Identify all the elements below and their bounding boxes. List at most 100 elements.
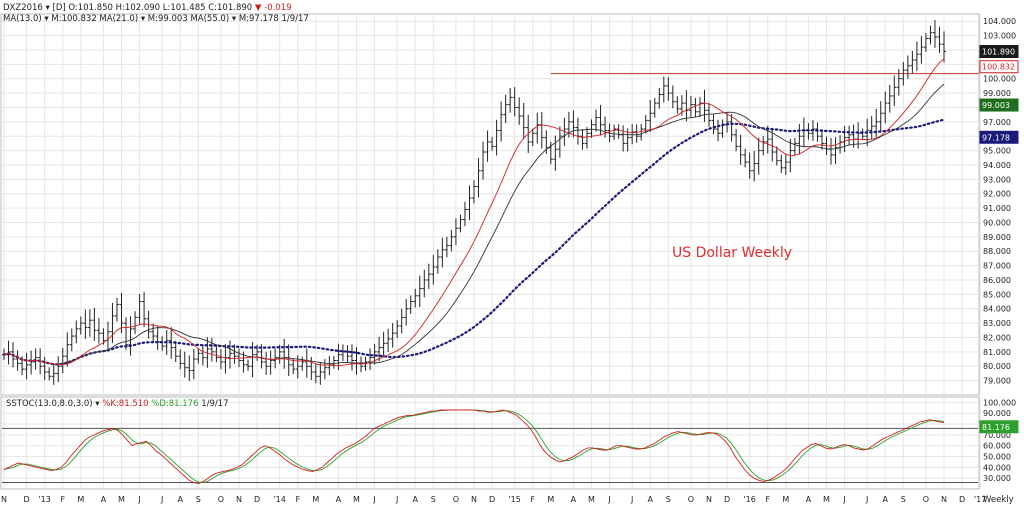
ohlc-bar: [508, 87, 513, 113]
ohlc-bar: [652, 98, 657, 118]
ohlc-bar: [462, 201, 467, 227]
ohlc-bar: [797, 124, 802, 154]
price-tick-label: 85.000: [983, 290, 1011, 299]
header-line-1: DXZ2016 ▾ [D] O:101.850 H:102.090 L:101.…: [3, 3, 292, 13]
price-tick-label: 88.000: [983, 247, 1011, 256]
x-tick-label: D: [254, 495, 260, 504]
change-value: -0.019: [264, 3, 291, 13]
x-tick-label: '16: [743, 495, 755, 504]
ohlc-bar: [716, 119, 721, 142]
ma13-badge-text: 100.832: [982, 63, 1015, 72]
ohlc-bar: [395, 320, 400, 339]
ohlc-bar: [264, 351, 269, 375]
ohlc-bar: [594, 109, 599, 132]
ohlc-bar: [761, 136, 766, 156]
stoch-k-line: [3, 409, 945, 485]
x-tick-label: A: [101, 495, 107, 504]
ohlc-bar: [196, 348, 201, 364]
price-gridlines: [2, 14, 981, 395]
ohlc-bar: [928, 25, 933, 45]
x-tick-label: '15: [508, 495, 520, 504]
ohlc-bar: [124, 317, 129, 350]
price-tick-label: 95.000: [983, 147, 1011, 156]
ohlc-bar: [612, 124, 617, 141]
ohlc-bar: [571, 110, 576, 138]
stoch-tick-label: 70.000: [983, 431, 1011, 440]
x-tick-label: '17: [974, 495, 986, 504]
ohlc-bar: [381, 331, 386, 358]
period: [D]: [53, 3, 66, 13]
ohlc-bar: [444, 236, 449, 258]
ohlc-bar: [774, 146, 779, 166]
x-tick-label: F: [530, 495, 535, 504]
x-tick-label: J: [372, 495, 375, 504]
price-tick-label: 89.000: [983, 233, 1011, 242]
x-tick-label: F: [60, 495, 65, 504]
ohlc-bar: [752, 150, 757, 182]
ma13-line: [3, 58, 945, 367]
stoch-y-axis: 30.00040.00050.00060.00070.00080.00090.0…: [983, 398, 1016, 483]
ohlc-bar: [634, 124, 639, 143]
ohlc-bar: [675, 96, 680, 114]
ohlc-bar: [300, 356, 305, 371]
ohlc-bar: [65, 332, 70, 367]
x-tick-label: A: [648, 495, 654, 504]
ohlc-bar: [431, 254, 436, 285]
price-tick-label: 82.000: [983, 333, 1011, 342]
ohlc-bar: [349, 344, 354, 371]
ohlc-bar: [69, 328, 74, 352]
ohlc-bar: [151, 323, 156, 344]
ohlc-bar: [377, 336, 382, 362]
price-tick-label: 83.000: [983, 319, 1011, 328]
ohlc-bar: [639, 123, 644, 141]
x-tick-label: O: [688, 495, 694, 504]
ohlc-bar: [137, 293, 142, 324]
ohlc-bar: [417, 275, 422, 307]
x-tick-label: M: [77, 495, 84, 504]
ohlc-bar: [291, 359, 296, 375]
ma21-badge-text: 99.003: [982, 101, 1010, 110]
ohlc-bar: [458, 214, 463, 233]
ohlc-bar: [666, 76, 671, 101]
ohlc-bar: [467, 185, 472, 221]
x-tick-label: D: [959, 495, 965, 504]
ohlc-bar: [313, 363, 318, 384]
price-bars: [2, 20, 946, 385]
ohlc-bar: [630, 124, 635, 145]
x-tick-label: '14: [273, 495, 285, 504]
x-tick-label: J: [160, 495, 163, 504]
header-line-2: MA(13.0) ▾ M:100.832 MA(21.0) ▾ M:99.003…: [3, 14, 309, 24]
x-tick-label: N: [236, 495, 242, 504]
ohlc-bar: [399, 308, 404, 334]
x-tick-label: A: [883, 495, 889, 504]
stoch-d-badge-box: [979, 420, 1019, 434]
ohlc-bar: [657, 88, 662, 109]
ohlc-bar: [87, 309, 92, 337]
ohlc-bar: [205, 337, 210, 368]
ohlc-bar: [892, 75, 897, 107]
ohlc-bar: [747, 152, 752, 179]
ohlc-bar: [819, 129, 824, 150]
ohlc-bar: [923, 32, 928, 52]
ohlc-bar: [648, 99, 653, 132]
stoch-k-value: %K:81.510: [102, 399, 148, 409]
ohlc-bar: [512, 87, 517, 117]
ohlc-bar: [792, 137, 797, 156]
stoch-tick-label: 60.000: [983, 442, 1011, 451]
ohlc-bar: [119, 292, 124, 333]
ohlc-bar: [246, 359, 251, 371]
x-tick-label: A: [806, 495, 812, 504]
ohlc-bar: [191, 348, 196, 380]
x-tick-label: D: [489, 495, 495, 504]
x-axis: N D '13 F M A M J J A S O N D '14 F M A M J J A S O N D '15 F M A M J J A…: [1, 495, 986, 504]
x-tick-label: J: [137, 495, 140, 504]
x-tick-label: F: [765, 495, 770, 504]
ohlc-bar: [942, 31, 946, 63]
ohlc-bar: [24, 352, 29, 380]
ohlc-bar: [833, 137, 838, 164]
ohlc-bar: [499, 101, 504, 142]
ohlc-bar: [56, 356, 61, 383]
price-tick-label: 99.000: [983, 89, 1011, 98]
low-value: L:101.485: [163, 3, 206, 13]
